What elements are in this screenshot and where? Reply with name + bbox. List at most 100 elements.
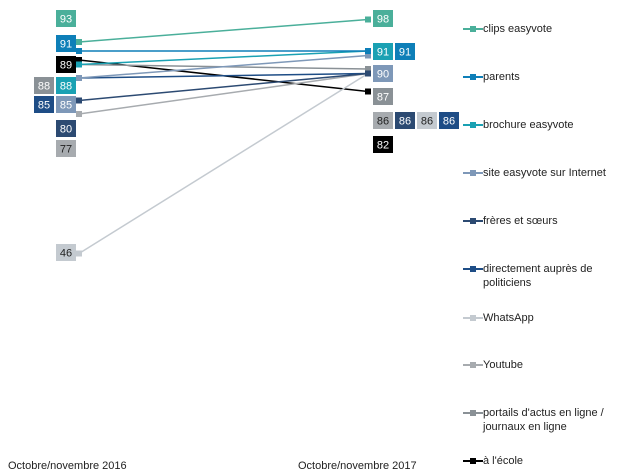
legend-label-parents: parents — [483, 71, 520, 83]
legend-label-clips-easyvote: clips easyvote — [483, 23, 553, 35]
value-label-end-whatsapp: 86 — [421, 116, 433, 128]
value-label-end-site-easyvote-sur-internet-box: 90 — [373, 65, 393, 82]
legend-label-a-l-ecole: à l'école — [483, 455, 524, 467]
value-label-end-youtube-box: 86 — [373, 112, 393, 129]
series-line-whatsapp — [78, 72, 369, 255]
value-label-end-parents-box-bg — [395, 43, 415, 60]
legend-label-brochure-easyvote: brochure easyvote — [483, 119, 574, 131]
legend-item-whatsapp: WhatsApp — [463, 311, 628, 325]
point-start-site-easyvote-sur-internet — [76, 75, 82, 81]
value-label-end-site-easyvote-sur-internet: 90 — [377, 69, 389, 81]
value-label-end-brochure-easyvote: 91 — [377, 47, 389, 59]
value-label-start-clips-easyvote: 93 — [60, 14, 72, 26]
value-label-start-whatsapp-box: 46 — [56, 244, 76, 261]
value-label-end-portails-d-actus-en-ligne-journaux-en-ligne-box: 87 — [373, 88, 393, 105]
value-label-start-portails-d-actus-en-ligne-journaux-en-ligne-box-bg — [34, 77, 54, 94]
value-label-start-a-l-ecole-box: 89 — [56, 56, 76, 73]
point-end-site-easyvote-sur-internet — [365, 52, 371, 59]
point-end-parents — [365, 48, 371, 54]
series-line-freres-et-s-urs — [78, 72, 369, 102]
value-label-start-directement-aupres-de-politiciens: 85 — [38, 100, 50, 112]
legend-swatch-marker — [470, 266, 476, 272]
legend-swatch-marker — [470, 458, 476, 464]
value-label-end-a-l-ecole-box-bg — [373, 136, 393, 153]
value-label-start-parents-box: 91 — [56, 35, 76, 52]
legend-swatch-brochure-easyvote — [463, 118, 483, 132]
legend-label-directement-aupres-de-politiciens: directement auprès de politiciens — [483, 263, 593, 289]
x-axis-label-start: Octobre/novembre 2016 — [8, 460, 127, 472]
value-label-end-directement-aupres-de-politiciens-box-bg — [439, 112, 459, 129]
value-label-start-youtube-box-bg — [56, 140, 76, 157]
value-label-end-clips-easyvote: 98 — [377, 14, 389, 26]
value-label-start-brochure-easyvote: 88 — [60, 81, 72, 93]
legend-swatch-marker — [470, 362, 476, 368]
point-end-freres-et-s-urs — [365, 70, 371, 77]
value-label-end-freres-et-s-urs: 86 — [399, 116, 411, 128]
legend-swatch-clips-easyvote — [463, 22, 483, 36]
legend-item-clips-easyvote: clips easyvote — [463, 22, 628, 36]
value-label-end-a-l-ecole-box: 82 — [373, 136, 393, 153]
value-label-start-directement-aupres-de-politiciens-box-bg — [34, 96, 54, 113]
legend-swatch-marker — [470, 122, 476, 128]
legend-item-freres-et-s-urs: frères et sœurs — [463, 214, 628, 228]
value-label-start-directement-aupres-de-politiciens-box: 85 — [34, 96, 54, 113]
value-label-start-youtube: 77 — [60, 144, 72, 156]
point-end-portails-d-actus-en-ligne-journaux-en-ligne — [365, 66, 371, 72]
legend-swatch-marker — [470, 26, 476, 32]
point-start-youtube — [76, 111, 82, 117]
legend-swatch-portails-d-actus-en-ligne-journaux-en-ligne — [463, 406, 483, 420]
value-label-end-portails-d-actus-en-ligne-journaux-en-ligne-box-bg — [373, 88, 393, 105]
value-label-start-brochure-easyvote-box: 88 — [56, 77, 76, 94]
legend-swatch-directement-aupres-de-politiciens — [463, 262, 483, 276]
value-label-end-parents: 91 — [399, 47, 411, 59]
value-label-end-directement-aupres-de-politiciens: 86 — [443, 116, 455, 128]
value-label-start-brochure-easyvote-box-bg — [56, 77, 76, 94]
point-start-brochure-easyvote — [76, 61, 82, 68]
point-start-clips-easyvote — [76, 39, 82, 45]
legend-swatch-site-easyvote-sur-internet — [463, 166, 483, 180]
legend: clips easyvote parents brochure easyvote si… — [463, 0, 629, 475]
value-label-end-whatsapp-box-bg — [417, 112, 437, 129]
point-start-freres-et-s-urs — [76, 97, 82, 104]
value-label-start-portails-d-actus-en-ligne-journaux-en-ligne: 88 — [38, 81, 50, 93]
legend-swatch-marker — [470, 410, 476, 416]
value-label-end-a-l-ecole: 82 — [377, 140, 389, 152]
value-label-end-brochure-easyvote-box-bg — [373, 43, 393, 60]
value-label-end-parents-box: 91 — [395, 43, 415, 60]
point-start-whatsapp — [76, 250, 82, 257]
legend-swatch-freres-et-s-urs — [463, 214, 483, 228]
value-label-start-clips-easyvote-box: 93 — [56, 10, 76, 27]
value-label-end-whatsapp-box: 86 — [417, 112, 437, 129]
value-label-start-site-easyvote-sur-internet-box: 85 — [56, 96, 76, 113]
value-label-end-site-easyvote-sur-internet-box-bg — [373, 65, 393, 82]
value-label-start-whatsapp: 46 — [60, 248, 72, 260]
value-label-end-brochure-easyvote-box: 91 — [373, 43, 393, 60]
point-start-parents — [76, 48, 82, 54]
point-end-clips-easyvote — [365, 16, 371, 23]
series-line-directement-aupres-de-politiciens — [78, 72, 369, 79]
legend-label-youtube: Youtube — [483, 359, 523, 371]
x-axis-label-end: Octobre/novembre 2017 — [298, 460, 417, 472]
legend-label-whatsapp: WhatsApp — [483, 312, 534, 324]
legend-item-directement-aupres-de-politiciens: directement auprès de politiciens — [463, 262, 628, 290]
point-start-a-l-ecole — [76, 57, 82, 63]
legend-item-site-easyvote-sur-internet: site easyvote sur Internet — [463, 166, 628, 180]
legend-swatch-youtube — [463, 358, 483, 372]
legend-swatch-marker — [470, 170, 476, 176]
value-label-end-clips-easyvote-box: 98 — [373, 10, 393, 27]
value-label-start-portails-d-actus-en-ligne-journaux-en-ligne-box: 88 — [34, 77, 54, 94]
legend-label-site-easyvote-sur-internet: site easyvote sur Internet — [483, 167, 606, 179]
value-label-end-youtube-box-bg — [373, 112, 393, 129]
value-label-start-parents: 91 — [60, 39, 72, 51]
value-label-end-directement-aupres-de-politiciens-box: 86 — [439, 112, 459, 129]
legend-item-youtube: Youtube — [463, 358, 628, 372]
value-label-end-clips-easyvote-box-bg — [373, 10, 393, 27]
value-label-start-youtube-box: 77 — [56, 140, 76, 157]
value-label-start-site-easyvote-sur-internet-box-bg — [56, 96, 76, 113]
legend-swatch-marker — [470, 315, 476, 321]
series-line-clips-easyvote — [78, 18, 369, 43]
value-label-end-youtube: 86 — [377, 116, 389, 128]
legend-swatch-marker — [470, 74, 476, 80]
